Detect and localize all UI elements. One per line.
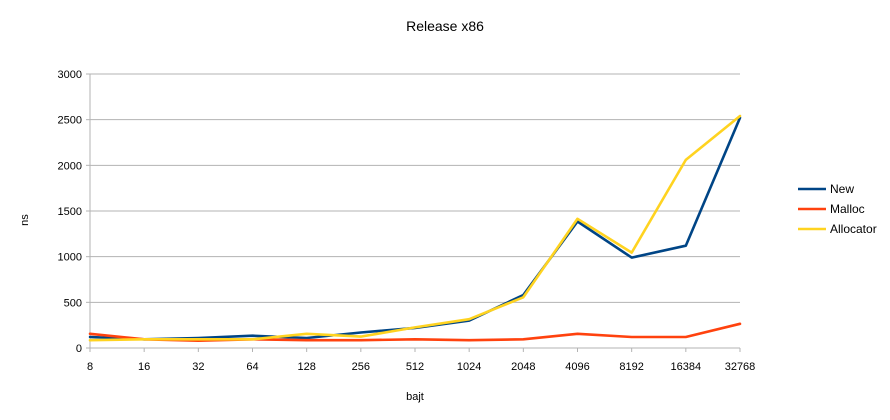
- y-axis-ticks: 0 500 1000 1500 2000 2500 3000: [58, 69, 90, 355]
- series-lines: [88, 114, 742, 343]
- x-axis-ticks: 8 16 32 64 128 256 512 1024 2048 4096 8192 16384 327…: [87, 348, 755, 373]
- x-tick-label: 64: [246, 361, 258, 373]
- y-tick-label: 2000: [58, 160, 82, 172]
- x-tick-label: 4096: [565, 361, 589, 373]
- y-tick-label: 2500: [58, 115, 82, 127]
- legend-label-malloc: Malloc: [830, 202, 865, 216]
- legend-label-new: New: [830, 182, 854, 196]
- grid-lines: [90, 73, 740, 303]
- x-tick-label: 128: [297, 361, 315, 373]
- x-axis-label: bajt: [406, 391, 424, 403]
- x-tick-label: 256: [352, 361, 370, 373]
- x-tick-label: 8: [87, 361, 93, 373]
- series-line-new: [88, 116, 742, 341]
- y-tick-label: 0: [76, 343, 82, 355]
- x-tick-label: 512: [406, 361, 424, 373]
- x-tick-label: 32768: [725, 361, 756, 373]
- x-tick-label: 8192: [619, 361, 643, 373]
- x-tick-label: 2048: [511, 361, 535, 373]
- chart-title: Release x86: [406, 18, 484, 34]
- y-tick-label: 1500: [58, 206, 82, 218]
- y-axis-label: ns: [19, 214, 31, 226]
- x-tick-label: 32: [192, 361, 204, 373]
- x-tick-label: 1024: [457, 361, 481, 373]
- legend: New Malloc Allocator: [798, 182, 877, 236]
- legend-label-allocator: Allocator: [830, 222, 877, 236]
- x-tick-label: 16: [138, 361, 150, 373]
- x-tick-label: 16384: [671, 361, 702, 373]
- y-tick-label: 3000: [58, 69, 82, 81]
- y-tick-label: 500: [64, 297, 82, 309]
- series-line-allocator: [88, 114, 742, 342]
- series-line-malloc: [88, 322, 742, 343]
- y-tick-label: 1000: [58, 252, 82, 264]
